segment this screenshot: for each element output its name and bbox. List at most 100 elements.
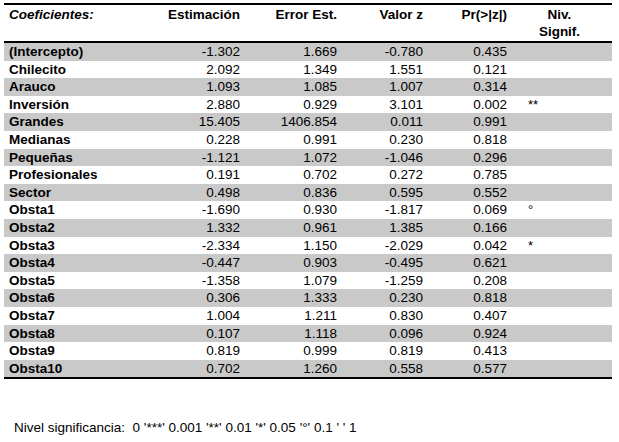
table-row: Grandes 15.405 1406.854 0.011 0.991 [4,113,612,131]
estimate-value: 2.092 [160,61,240,79]
coefficient-name: Chilecito [4,61,160,79]
stderr-value: 1.349 [240,61,337,79]
coefficient-name: Obsta5 [4,272,160,290]
significance-legend: Nivel significancia: 0 '***' 0.001 '**' … [14,419,619,438]
significance-marker [507,166,612,184]
stderr-value: 1.072 [240,149,337,167]
coefficient-name: Grandes [4,113,160,131]
estimate-value: -1.302 [160,42,240,61]
coefficient-name: Arauco [4,78,160,96]
estimate-value: 1.332 [160,219,240,237]
coefficients-table: Coeficientes: Estimación Error Est. Valo… [4,3,612,379]
table-row: Medianas 0.228 0.991 0.230 0.818 [4,131,612,149]
p-value: 0.208 [423,272,507,290]
stderr-value: 1406.854 [240,113,337,131]
table-row: Obsta1 -1.690 0.930 -1.817 0.069 ° [4,201,612,219]
significance-marker [507,342,612,360]
significance-marker: * [507,237,612,255]
p-value: 0.435 [423,42,507,61]
table-row: Obsta3 -2.334 1.150 -2.029 0.042 * [4,237,612,255]
estimate-value: 2.880 [160,96,240,114]
z-value: 1.007 [337,78,423,96]
significance-marker [507,219,612,237]
table-row: Obsta2 1.332 0.961 1.385 0.166 [4,219,612,237]
significance-marker: ** [507,96,612,114]
stderr-value: 1.118 [240,325,337,343]
z-value: 0.819 [337,342,423,360]
column-header-estimacion: Estimación [160,4,240,42]
estimate-value: -0.447 [160,254,240,272]
z-value: -0.780 [337,42,423,61]
estimate-value: 1.093 [160,78,240,96]
table-row: Obsta7 1.004 1.211 0.830 0.407 [4,307,612,325]
z-value: -2.029 [337,237,423,255]
significance-marker [507,42,612,61]
table-row: Obsta10 0.702 1.260 0.558 0.577 [4,360,612,379]
significance-marker [507,325,612,343]
coefficient-name: Obsta3 [4,237,160,255]
table-row: Obsta4 -0.447 0.903 -0.495 0.621 [4,254,612,272]
stderr-value: 0.930 [240,201,337,219]
z-value: 0.230 [337,289,423,307]
z-value: -0.495 [337,254,423,272]
stderr-value: 0.836 [240,184,337,202]
p-value: 0.069 [423,201,507,219]
stderr-value: 1.260 [240,360,337,379]
p-value: 0.166 [423,219,507,237]
coefficient-name: Obsta2 [4,219,160,237]
column-header-pr-z: Pr(>|z|) [423,4,507,42]
estimate-value: 15.405 [160,113,240,131]
coefficient-name: Sector [4,184,160,202]
estimate-value: 0.191 [160,166,240,184]
z-value: 3.101 [337,96,423,114]
coefficient-name: Obsta10 [4,360,160,379]
p-value: 0.042 [423,237,507,255]
p-value: 0.121 [423,61,507,79]
p-value: 0.407 [423,307,507,325]
column-header-valor-z: Valor z [337,4,423,42]
table-row: Profesionales 0.191 0.702 0.272 0.785 [4,166,612,184]
table-row: Chilecito 2.092 1.349 1.551 0.121 [4,61,612,79]
stderr-value: 0.961 [240,219,337,237]
significance-marker [507,307,612,325]
table-row: Inversión 2.880 0.929 3.101 0.002 ** [4,96,612,114]
p-value: 0.314 [423,78,507,96]
significance-marker [507,360,612,379]
coefficient-name: Obsta7 [4,307,160,325]
significance-marker: ° [507,201,612,219]
significance-marker [507,78,612,96]
estimate-value: 0.819 [160,342,240,360]
stderr-value: 1.150 [240,237,337,255]
coefficients-tbody: (Intercepto) -1.302 1.669 -0.780 0.435 C… [4,42,612,378]
p-value: 0.413 [423,342,507,360]
table-row: Obsta8 0.107 1.118 0.096 0.924 [4,325,612,343]
coefficient-name: Profesionales [4,166,160,184]
significance-marker [507,254,612,272]
stderr-value: 0.999 [240,342,337,360]
p-value: 0.552 [423,184,507,202]
coefficient-name: Pequeñas [4,149,160,167]
significance-marker [507,184,612,202]
estimate-value: 0.702 [160,360,240,379]
p-value: 0.818 [423,289,507,307]
estimate-value: 0.107 [160,325,240,343]
p-value: 0.785 [423,166,507,184]
significance-marker [507,113,612,131]
significance-marker [507,149,612,167]
z-value: -1.259 [337,272,423,290]
z-value: -1.046 [337,149,423,167]
estimate-value: -1.121 [160,149,240,167]
estimate-value: 0.306 [160,289,240,307]
column-header-coeficientes: Coeficientes: [4,4,160,42]
stderr-value: 0.702 [240,166,337,184]
significance-marker [507,272,612,290]
table-row: Obsta6 0.306 1.333 0.230 0.818 [4,289,612,307]
p-value: 0.577 [423,360,507,379]
stderr-value: 0.929 [240,96,337,114]
table-row: Pequeñas -1.121 1.072 -1.046 0.296 [4,149,612,167]
table-row: Obsta5 -1.358 1.079 -1.259 0.208 [4,272,612,290]
coefficient-name: Obsta1 [4,201,160,219]
stderr-value: 0.903 [240,254,337,272]
stderr-value: 1.085 [240,78,337,96]
stderr-value: 1.211 [240,307,337,325]
